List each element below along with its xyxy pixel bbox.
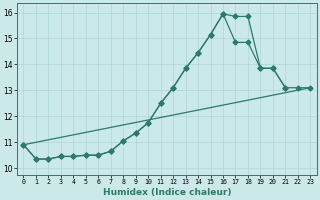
X-axis label: Humidex (Indice chaleur): Humidex (Indice chaleur)	[103, 188, 231, 197]
